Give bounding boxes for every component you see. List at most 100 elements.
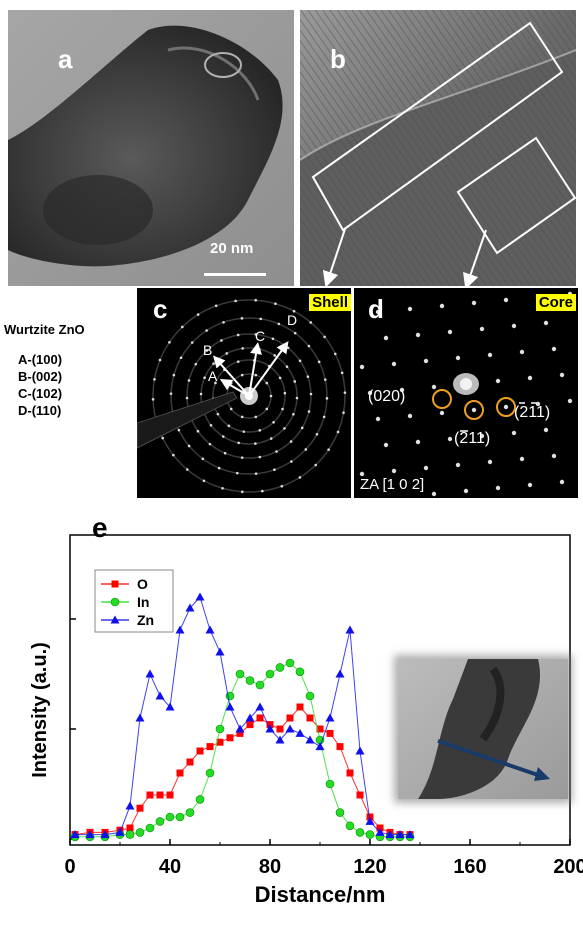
selection-arrows [322,228,487,290]
data-point-zn [245,713,255,722]
data-point-zn [155,691,165,700]
data-point-zn [235,724,245,733]
indexed-spot-circles [432,389,516,420]
data-point-in [235,669,245,679]
data-point-zn [275,735,285,744]
data-point-o [296,703,304,711]
legend-label-o: O [137,576,148,592]
x-tick-label: 0 [64,856,75,878]
series-line-zn [75,596,410,836]
spot-label-d: D [287,312,298,328]
panel-a-tem-image: a 20 nm [8,10,294,286]
legend-box [94,569,174,633]
spot-label-211-a: (211) [454,430,491,447]
data-point-o [146,791,154,799]
x-tick-label: 200 [553,856,583,878]
data-point-zn [195,592,205,601]
data-point-zn [145,669,155,678]
data-point-in [135,828,145,837]
panel-c-label: c [153,294,168,324]
data-point-in [195,795,205,804]
panel-c-saed-shell: c Shell A B C D [137,288,351,498]
data-point-in [245,676,255,685]
data-point-o [346,769,354,777]
data-point-o [206,743,214,751]
data-point-in [125,830,135,839]
data-point-o [306,714,314,722]
data-point-zn [345,625,355,634]
data-point-o [276,725,284,733]
data-point-in [295,667,305,677]
linescan-arrow [437,739,539,777]
legend-marker-zn [110,615,120,624]
data-point-zn [175,625,185,634]
shell-selection-box [311,21,564,232]
data-point-o [286,714,294,722]
data-point-zn [255,702,265,711]
spot-index-c: C-(102) [18,386,63,401]
data-point-o [176,769,184,777]
data-point-zn [225,702,235,711]
x-tick-label: 40 [159,856,181,878]
spot-index-b: B-(002) [18,369,63,384]
spot-index-a: A-(100) [18,352,63,367]
data-point-zn [165,702,175,711]
data-point-in [165,812,175,822]
data-point-zn [385,830,395,839]
data-point-in [155,817,165,826]
data-point-in [335,808,345,817]
panel-d-label: d [368,294,384,324]
data-point-in [355,828,365,837]
beam-stopper [137,391,238,449]
data-point-in [305,691,315,701]
x-tick-label: 120 [353,856,386,878]
data-point-zn [115,827,125,836]
data-point-o [196,747,204,755]
data-point-zn [395,830,405,839]
spot-arrows [213,341,289,397]
saed-ring-pattern [137,298,347,494]
spot-label-a: A [208,368,218,384]
data-point-zn [315,742,325,751]
data-point-o [236,729,244,737]
data-point-zn [375,827,385,836]
data-point-o [246,721,254,729]
data-point-zn [70,830,80,839]
data-point-in [275,663,285,672]
data-point-in [285,658,295,668]
data-point-zn [325,713,335,722]
data-point-zn [185,603,195,612]
data-point-in [255,680,265,690]
data-point-o [216,738,224,746]
data-point-in [345,821,355,831]
data-point-in [205,768,215,778]
data-point-in [325,779,335,789]
x-tick-label: 160 [453,856,486,878]
data-point-o [316,725,324,733]
core-tag: Core [535,294,576,311]
spot-index-d: D-(110) [18,403,62,418]
x-tick-label: 80 [259,856,281,878]
data-point-o [166,791,174,799]
linescan-inset-image [398,659,568,799]
data-point-o [356,791,364,799]
y-axis-label: Intensity (a.u.) [29,642,51,778]
data-point-in [145,823,155,833]
x-axis-label: Distance/nm [255,882,386,907]
hrtem-image-b [300,10,576,286]
data-point-o [156,791,164,799]
legend-label-zn: Zn [137,612,154,628]
data-point-o [256,714,264,722]
data-point-zn [215,647,225,656]
scalebar-line [204,273,266,276]
scalebar-label: 20 nm [210,240,254,257]
data-point-zn [135,713,145,722]
data-point-zn [205,625,215,634]
spot-label-211-b: (211) [514,404,551,421]
data-point-in [265,669,275,679]
panel-b-label: b [330,44,346,74]
data-point-zn [100,830,110,839]
data-point-zn [405,830,415,839]
data-point-zn [355,746,365,755]
spot-label-c: C [255,328,266,344]
